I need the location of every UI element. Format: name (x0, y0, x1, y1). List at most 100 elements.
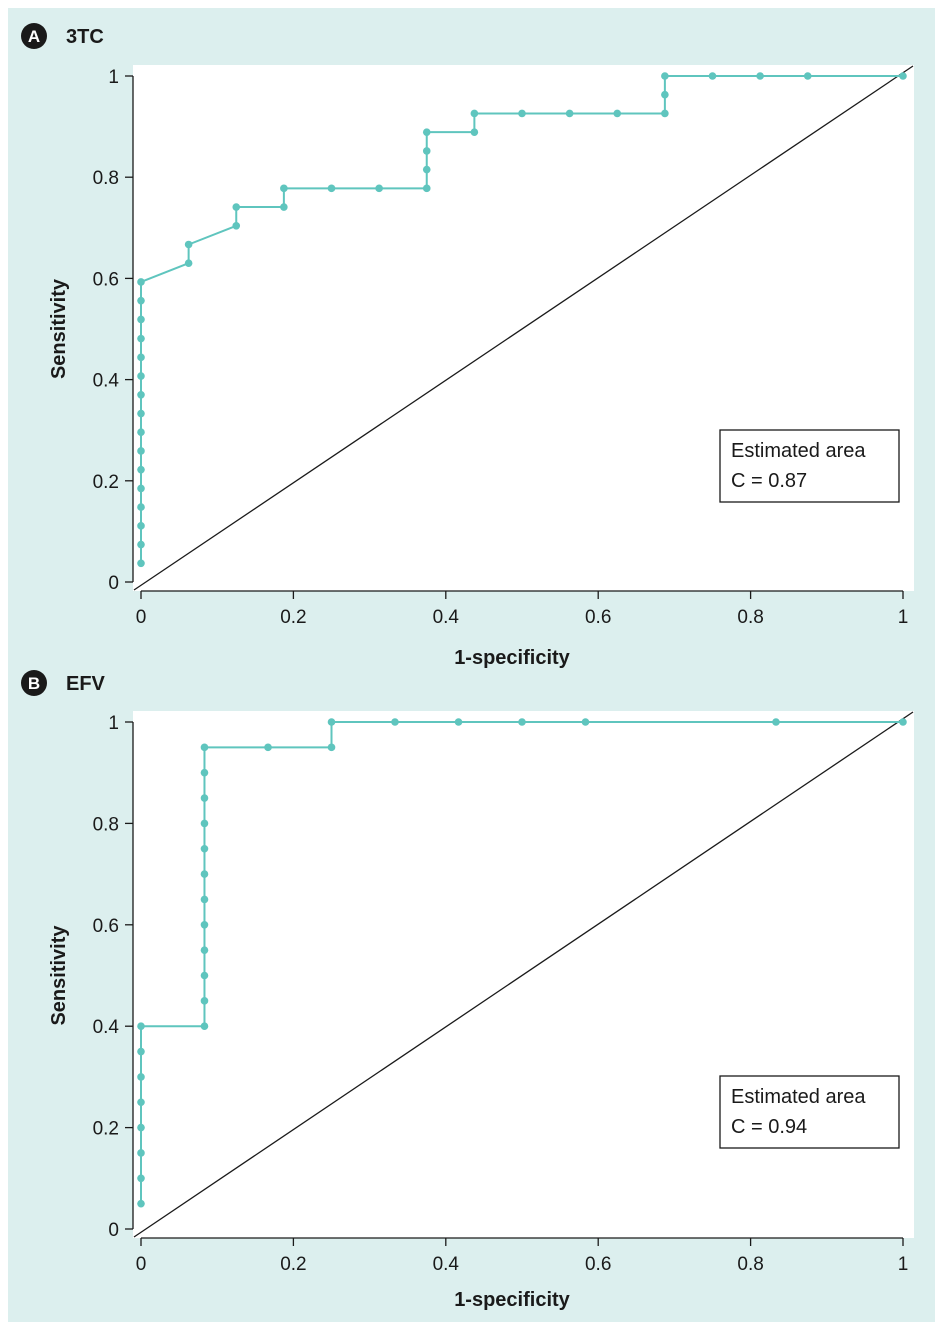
x-tick-label: 0 (136, 607, 147, 628)
x-tick-label: 0 (136, 1254, 147, 1275)
x-axis-title: 1-specificity (454, 1289, 570, 1311)
roc-data-point (661, 72, 669, 80)
figure-panel-background: A 3TC 0 0.2 0.4 0.6 0.8 1 0 0.2 0.4 0.6 0.8 1 1-specif… (8, 8, 935, 1322)
panel-letter-badge (21, 23, 47, 49)
roc-data-point (200, 946, 209, 954)
roc-data-point (470, 109, 479, 118)
roc-data-point (137, 1123, 145, 1132)
x-tick-label: 0.6 (585, 1254, 611, 1275)
x-tick-label: 0.4 (433, 607, 460, 628)
x-tick-label: 1 (898, 607, 909, 628)
roc-data-point (137, 1174, 145, 1183)
roc-data-point (137, 353, 145, 362)
panel-letter-badge (21, 670, 47, 696)
reference-diagonal-line (133, 65, 914, 591)
roc-data-point (200, 870, 209, 878)
roc-data-point (772, 718, 780, 726)
roc-data-point (137, 522, 145, 530)
roc-data-point (422, 184, 431, 193)
roc-data-point (518, 718, 526, 726)
roc-data-point (327, 184, 336, 193)
roc-data-point (184, 240, 193, 249)
roc-data-point (200, 895, 209, 904)
roc-data-point (200, 971, 209, 980)
roc-data-point (327, 718, 336, 726)
x-tick-label: 0.8 (737, 607, 763, 628)
roc-data-point (137, 1199, 145, 1208)
roc-data-point (137, 409, 145, 418)
roc-data-point (137, 1022, 145, 1030)
y-tick-label: 0.4 (93, 371, 120, 392)
roc-data-point (375, 184, 383, 193)
roc-data-point (137, 1149, 145, 1157)
roc-data-point (200, 768, 209, 777)
x-axis-title: 1-specificity (454, 647, 570, 669)
panel-title: EFV (66, 673, 106, 695)
x-tick-label: 1 (898, 1254, 909, 1275)
roc-data-point (200, 819, 209, 828)
estimated-area-label: Estimated area (731, 1086, 866, 1108)
y-axis-title: Sensitivity (48, 925, 70, 1026)
roc-data-point (803, 72, 812, 80)
roc-data-point (184, 259, 193, 268)
roc-data-point (899, 72, 907, 80)
roc-data-point (200, 743, 209, 752)
y-tick-label: 0 (108, 573, 119, 594)
roc-data-point (200, 1022, 209, 1030)
roc-data-point (137, 484, 145, 493)
y-tick-label: 0.2 (93, 1119, 119, 1140)
roc-data-point (200, 997, 209, 1005)
roc-data-point (200, 794, 209, 802)
roc-data-point (470, 128, 479, 136)
y-tick-label: 0.8 (93, 814, 119, 835)
panel-letter: B (28, 674, 40, 693)
roc-data-point (756, 72, 764, 80)
roc-data-point (232, 221, 241, 230)
estimated-area-box (719, 429, 900, 503)
roc-data-point (137, 428, 145, 437)
y-tick-label: 0.4 (93, 1017, 120, 1038)
estimated-area-value: C = 0.94 (731, 1116, 807, 1138)
y-tick-label: 1 (108, 713, 119, 734)
y-tick-label: 0.2 (93, 472, 119, 493)
roc-data-point (137, 1073, 145, 1081)
x-tick-label: 0.8 (737, 1254, 763, 1275)
estimated-area-value: C = 0.87 (731, 470, 807, 492)
roc-data-point (565, 109, 574, 118)
roc-data-point (422, 165, 431, 174)
roc-charts: A 3TC 0 0.2 0.4 0.6 0.8 1 0 0.2 0.4 0.6 0.8 1 1-specif… (21, 23, 914, 1311)
x-tick-label: 0.6 (585, 607, 611, 628)
x-tick-label: 0.2 (280, 607, 306, 628)
roc-data-point (137, 503, 145, 511)
chart-panel-b: B EFV 0 0.2 0.4 0.6 0.8 1 0 0.2 0.4 0.6 0.8 1 1-specif… (21, 670, 914, 1311)
y-tick-label: 0.8 (93, 168, 119, 189)
roc-data-point (613, 109, 622, 118)
roc-data-point (422, 147, 431, 155)
panel-letter: A (28, 27, 40, 46)
roc-data-point (137, 540, 145, 549)
roc-data-point (264, 743, 272, 752)
estimated-area-box (719, 1075, 900, 1149)
roc-data-point (137, 1098, 145, 1107)
y-axis-title: Sensitivity (48, 278, 70, 379)
estimated-area-label: Estimated area (731, 440, 866, 462)
roc-data-point (200, 844, 209, 853)
roc-curve-line (140, 75, 903, 564)
roc-data-point (661, 90, 669, 99)
y-tick-label: 0 (108, 1220, 119, 1241)
roc-data-point (137, 372, 145, 380)
roc-data-point (137, 315, 145, 324)
y-tick-label: 1 (108, 67, 119, 88)
panel-title: 3TC (66, 26, 104, 48)
roc-data-point (137, 278, 145, 286)
roc-data-point (280, 203, 288, 211)
y-tick-label: 0.6 (93, 916, 119, 937)
roc-data-point (581, 718, 590, 726)
roc-data-point (327, 743, 336, 752)
roc-data-point (899, 718, 907, 726)
roc-data-point (280, 184, 288, 193)
roc-data-point (518, 109, 526, 118)
x-tick-label: 0.2 (280, 1254, 306, 1275)
roc-data-point (137, 559, 145, 568)
roc-data-point (137, 447, 145, 455)
